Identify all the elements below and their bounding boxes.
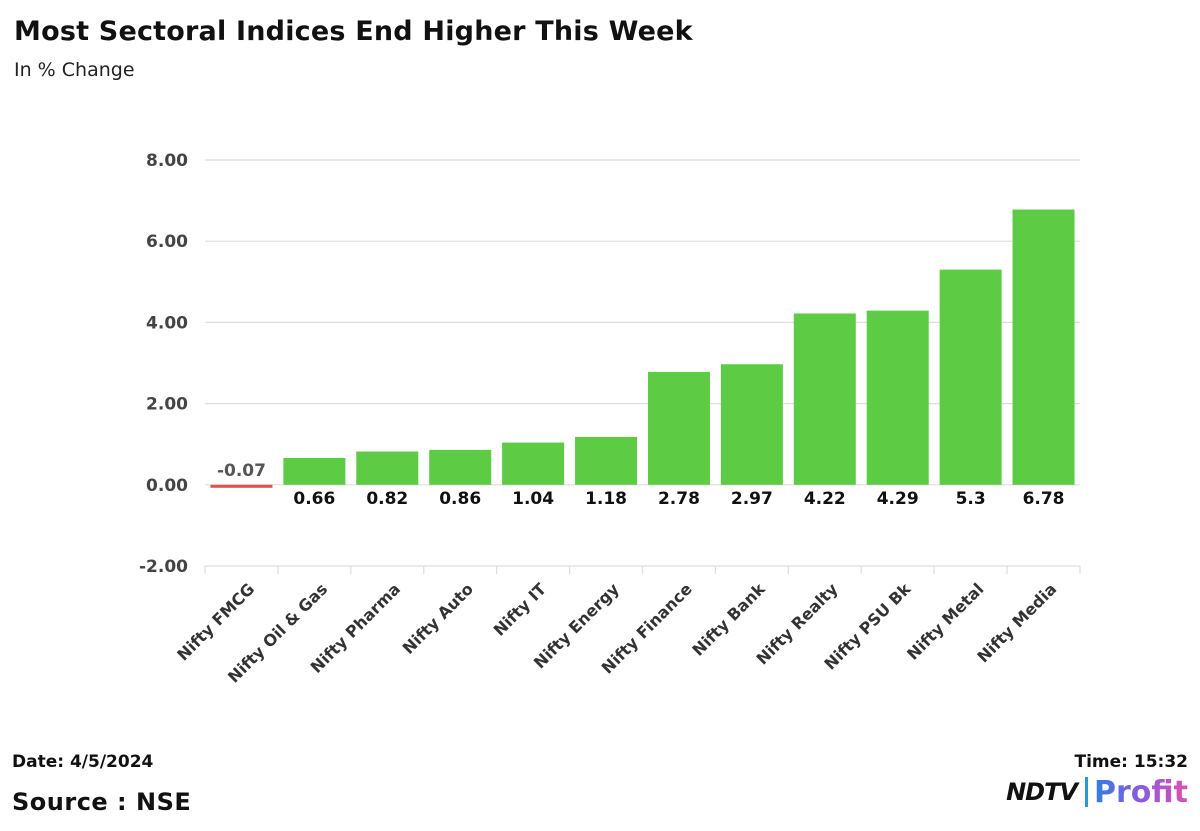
data-label: 5.3 bbox=[956, 489, 986, 509]
data-label: 0.66 bbox=[293, 489, 335, 509]
data-label: 1.18 bbox=[585, 489, 627, 509]
data-label: 6.78 bbox=[1023, 489, 1065, 509]
bar bbox=[647, 371, 710, 485]
ndtv-logo-text: NDTV bbox=[1006, 778, 1078, 806]
footer-time: Time: 15:32 bbox=[1074, 752, 1189, 772]
y-tick-label: -2.00 bbox=[139, 557, 188, 577]
footer-source: Source : NSE bbox=[12, 788, 192, 816]
bar-chart: 8.00 6.00 4.00 2.00 0.00 -2.00 -0.07 0.66 0.82 0… bbox=[139, 151, 1081, 687]
data-label: -0.07 bbox=[217, 461, 266, 481]
brand-logo: NDTV Profit bbox=[1006, 774, 1188, 810]
data-label: 0.86 bbox=[439, 489, 481, 509]
bar bbox=[866, 310, 929, 485]
y-tick-label: 0.00 bbox=[146, 476, 188, 496]
bar bbox=[210, 484, 273, 488]
x-tick-label: Nifty Auto bbox=[399, 579, 477, 657]
chart-subtitle: In % Change bbox=[14, 59, 135, 81]
data-labels: -0.07 0.66 0.82 0.86 1.04 1.18 2.78 2.97 4.22 4.2… bbox=[217, 461, 1065, 509]
data-label: 0.82 bbox=[366, 489, 408, 509]
bar bbox=[356, 451, 419, 485]
chart-title: Most Sectoral Indices End Higher This We… bbox=[14, 16, 693, 47]
data-label: 1.04 bbox=[512, 489, 554, 509]
data-label: 2.78 bbox=[658, 489, 700, 509]
bar bbox=[720, 364, 783, 485]
y-tick-label: 4.00 bbox=[146, 313, 188, 333]
y-tick-label: 2.00 bbox=[146, 395, 188, 415]
bar bbox=[502, 442, 565, 485]
data-label: 2.97 bbox=[731, 489, 773, 509]
bars bbox=[210, 209, 1075, 488]
y-axis-ticks: 8.00 6.00 4.00 2.00 0.00 -2.00 bbox=[139, 151, 188, 577]
profit-logo-text: Profit bbox=[1094, 774, 1188, 810]
bar bbox=[429, 449, 492, 485]
bar bbox=[1012, 209, 1075, 485]
y-tick-label: 6.00 bbox=[146, 232, 188, 252]
brand-divider bbox=[1085, 777, 1089, 807]
x-tick-label: Nifty IT bbox=[490, 579, 550, 639]
data-label: 4.22 bbox=[804, 489, 846, 509]
x-tick-label: Nifty Bank bbox=[688, 579, 769, 660]
y-tick-label: 8.00 bbox=[146, 151, 188, 171]
data-label: 4.29 bbox=[877, 489, 919, 509]
footer-date: Date: 4/5/2024 bbox=[12, 752, 154, 772]
bar bbox=[939, 269, 1002, 485]
bar bbox=[575, 436, 638, 485]
bar bbox=[283, 458, 346, 485]
bar bbox=[793, 313, 856, 485]
